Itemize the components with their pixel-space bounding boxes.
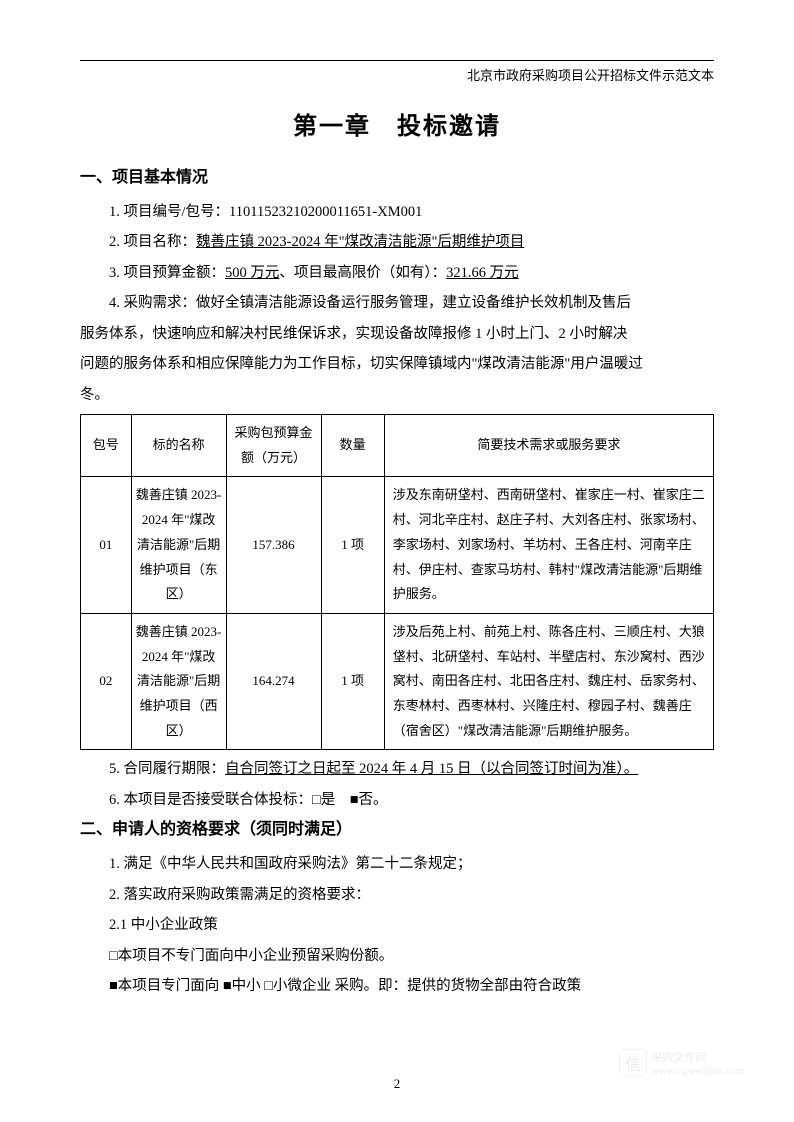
sec2-item2: 2. 落实政府采购政策需满足的资格要求： bbox=[80, 880, 714, 910]
item3-prefix: 3. 项目预算金额： bbox=[109, 265, 225, 281]
item3: 3. 项目预算金额：500 万元、项目最高限价（如有）：321.66 万元 bbox=[80, 258, 714, 288]
item1: 1. 项目编号/包号：11011523210200011651-XM001 bbox=[80, 197, 714, 227]
item3-max: 321.66 万元 bbox=[446, 265, 519, 281]
section2-heading: 二、申请人的资格要求（须同时满足） bbox=[80, 815, 714, 839]
item5-prefix: 5. 合同履行期限： bbox=[109, 761, 225, 777]
cell-name: 魏善庄镇 2023-2024 年"煤改清洁能源"后期维护项目（东区） bbox=[131, 477, 226, 613]
col-budget: 采购包预算金额（万元） bbox=[226, 415, 321, 477]
cell-budget: 164.274 bbox=[226, 613, 321, 749]
item1-value: 11011523210200011651-XM001 bbox=[229, 204, 422, 220]
item5: 5. 合同履行期限：自合同签订之日起至 2024 年 4 月 15 日（以合同签… bbox=[80, 754, 714, 784]
watermark-url: www.cgwenjian.com bbox=[651, 1065, 744, 1077]
page-number: 2 bbox=[0, 1076, 794, 1092]
header-text: 北京市政府采购项目公开招标文件示范文本 bbox=[80, 65, 714, 84]
table-row: 02 魏善庄镇 2023-2024 年"煤改清洁能源"后期维护项目（西区） 16… bbox=[81, 613, 714, 749]
item1-label: 1. 项目编号/包号： bbox=[109, 204, 229, 220]
item6: 6. 本项目是否接受联合体投标：□是 ■否。 bbox=[80, 785, 714, 815]
sec2-item2-2: □本项目不专门面向中小企业预留采购份额。 bbox=[80, 941, 714, 971]
item3-mid: 、项目最高限价（如有）： bbox=[279, 265, 446, 281]
sec2-item2-3: ■本项目专门面向 ■中小 □小微企业 采购。即：提供的货物全部由符合政策 bbox=[80, 971, 714, 1001]
table-row: 01 魏善庄镇 2023-2024 年"煤改清洁能源"后期维护项目（东区） 15… bbox=[81, 477, 714, 613]
section1-heading: 一、项目基本情况 bbox=[80, 163, 714, 187]
cell-pkg: 02 bbox=[81, 613, 132, 749]
item4-line3: 问题的服务体系和相应保障能力为工作目标，切实保障镇域内"煤改清洁能源"用户温暖过 bbox=[80, 349, 714, 379]
header-divider bbox=[80, 60, 714, 61]
item5-value: 自合同签订之日起至 2024 年 4 月 15 日（以合同签订时间为准）。 bbox=[225, 761, 638, 777]
cell-qty: 1 项 bbox=[321, 613, 384, 749]
col-qty: 数量 bbox=[321, 415, 384, 477]
item2-label: 2. 项目名称： bbox=[109, 234, 196, 250]
cell-req: 涉及后苑上村、前苑上村、陈各庄村、三顺庄村、大狼垡村、北研垡村、车站村、半壁店村… bbox=[384, 613, 713, 749]
item2: 2. 项目名称：魏善庄镇 2023-2024 年"煤改清洁能源"后期维护项目 bbox=[80, 227, 714, 257]
watermark-icon: 信 bbox=[619, 1049, 647, 1077]
item4-line4: 冬。 bbox=[80, 380, 714, 410]
item3-budget: 500 万元 bbox=[225, 265, 279, 281]
cell-budget: 157.386 bbox=[226, 477, 321, 613]
chapter-title: 第一章 投标邀请 bbox=[80, 106, 714, 141]
sec2-item1: 1. 满足《中华人民共和国政府采购法》第二十二条规定； bbox=[80, 849, 714, 879]
col-req: 简要技术需求或服务要求 bbox=[384, 415, 713, 477]
table-header-row: 包号 标的名称 采购包预算金额（万元） 数量 简要技术需求或服务要求 bbox=[81, 415, 714, 477]
item4-line1: 4. 采购需求：做好全镇清洁能源设备运行服务管理，建立设备维护长效机制及售后 bbox=[80, 288, 714, 318]
cell-pkg: 01 bbox=[81, 477, 132, 613]
cell-name: 魏善庄镇 2023-2024 年"煤改清洁能源"后期维护项目（西区） bbox=[131, 613, 226, 749]
item4-line2: 服务体系，快速响应和解决村民维保诉求，实现设备故障报修 1 小时上门、2 小时解… bbox=[80, 319, 714, 349]
sec2-item2-1: 2.1 中小企业政策 bbox=[80, 910, 714, 940]
watermark-text: 采购文件网 www.cgwenjian.com bbox=[651, 1049, 744, 1077]
watermark: 信 采购文件网 www.cgwenjian.com bbox=[619, 1049, 744, 1077]
item2-value: 魏善庄镇 2023-2024 年"煤改清洁能源"后期维护项目 bbox=[196, 234, 524, 250]
watermark-text-label: 采购文件网 bbox=[651, 1052, 706, 1064]
cell-qty: 1 项 bbox=[321, 477, 384, 613]
package-table: 包号 标的名称 采购包预算金额（万元） 数量 简要技术需求或服务要求 01 魏善… bbox=[80, 414, 714, 750]
cell-req: 涉及东南研垡村、西南研垡村、崔家庄一村、崔家庄二村、河北辛庄村、赵庄子村、大刘各… bbox=[384, 477, 713, 613]
col-pkg: 包号 bbox=[81, 415, 132, 477]
col-name: 标的名称 bbox=[131, 415, 226, 477]
